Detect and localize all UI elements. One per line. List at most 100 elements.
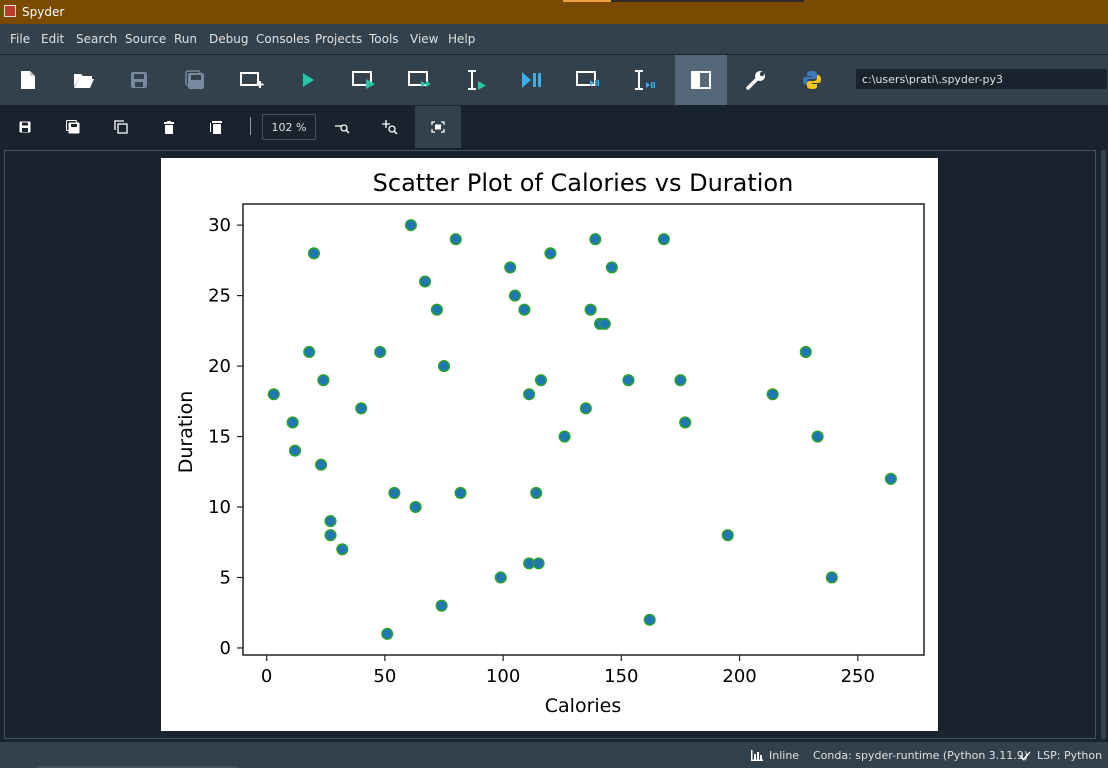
working-directory-field[interactable]: c:\users\prati\.spyder-py3 [855,68,1108,90]
data-point [355,402,368,415]
data-point [530,486,543,499]
open-file-button[interactable] [61,55,107,105]
run-cell-advance-button[interactable] [397,55,443,105]
titlebar-accent-dark [611,0,804,2]
lsp-status-label: LSP: Python [1037,749,1103,762]
wrench-icon [746,71,765,90]
run-cell-button[interactable] [341,55,387,105]
zoom-in-icon [382,120,398,135]
y-axis-label: Duration [175,391,197,474]
plot-figure[interactable]: Scatter Plot of Calories vs Duration Cal… [161,158,938,731]
y-tick-label: 0 [220,638,231,659]
zoom-out-icon [335,124,350,134]
remove-plot-button[interactable] [151,106,187,148]
data-point [324,515,337,528]
y-tick-label: 20 [208,356,231,377]
menu-search[interactable]: Search [76,32,118,46]
data-point [523,388,536,401]
y-tick-label: 15 [208,427,231,448]
save-all-plots-button[interactable] [55,106,91,148]
menu-source[interactable]: Source [125,32,167,46]
run-cell-advance-icon [408,71,431,87]
save-button[interactable] [116,55,162,105]
vertical-scrollbar[interactable] [1097,150,1108,739]
trash-all-icon [210,121,222,134]
debug-selection-button[interactable] [621,55,667,105]
y-tick-label: 30 [208,215,231,236]
scrollbar-track[interactable] [1101,150,1106,739]
main-toolbar: c:\users\prati\.spyder-py3 [0,55,1108,106]
data-point [307,247,320,260]
new-file-button[interactable] [5,55,51,105]
menu-view[interactable]: View [410,32,439,46]
toggle-pane-button[interactable] [675,55,727,105]
fit-plot-button[interactable] [415,106,461,148]
zoom-out-button[interactable] [324,106,360,148]
inline-status[interactable]: Inline [751,749,799,762]
menu-run[interactable]: Run [174,32,198,46]
x-axis-label: Calories [545,695,622,717]
run-button[interactable] [285,55,331,105]
debug-cell-button[interactable] [565,55,611,105]
debug-button[interactable] [509,55,555,105]
new-cell-icon [240,72,264,88]
zoom-in-button[interactable] [372,106,408,148]
data-point [324,529,337,542]
menu-debug[interactable]: Debug [209,32,249,46]
save-all-icon [185,70,204,89]
zoom-level-field[interactable]: 102 % [262,114,316,140]
new-cell-button[interactable] [229,55,275,105]
data-point [721,529,734,542]
debug-cell-icon [576,71,599,86]
python-path-button[interactable] [789,55,835,105]
data-point [532,557,545,570]
menu-bar: File Edit Search Source Run Debug Consol… [0,24,1108,55]
debug-selection-icon [635,70,655,90]
fit-to-pane-icon [431,121,445,133]
menu-tools[interactable]: Tools [369,32,399,46]
data-point [657,233,670,246]
data-point [558,430,571,443]
axis-ticks: 0 50 100 150 200 250 0 5 10 15 20 25 30 [208,215,875,687]
menu-file[interactable]: File [10,32,31,46]
data-point [534,374,547,387]
title-bar: Spyder [0,0,1108,24]
new-file-icon [21,71,35,89]
menu-consoles[interactable]: Consoles [256,32,310,46]
data-point [286,416,299,429]
menu-help[interactable]: Help [448,32,476,46]
data-point [430,303,443,316]
data-point [643,613,656,626]
save-icon [19,121,31,133]
window-title: Spyder [22,5,65,19]
save-plot-button[interactable] [7,106,43,148]
save-icon [131,72,147,88]
lsp-status[interactable]: LSP: Python [1019,749,1102,762]
menu-projects[interactable]: Projects [315,32,363,46]
data-point [419,275,432,288]
folder-open-icon [74,74,94,88]
data-point [589,233,602,246]
preferences-button[interactable] [733,55,779,105]
x-tick-label: 150 [604,666,638,687]
data-point [404,219,417,232]
remove-all-plots-button[interactable] [199,106,235,148]
x-tick-label: 50 [373,666,396,687]
axes-frame [242,203,925,656]
menu-edit[interactable]: Edit [41,32,65,46]
data-point [454,486,467,499]
save-all-button[interactable] [172,55,218,105]
data-point [674,374,687,387]
data-point [508,289,521,302]
data-point [579,402,592,415]
data-point [303,345,316,359]
data-point [336,543,349,556]
data-point [825,571,838,584]
trash-icon [164,120,174,134]
scatter-chart: Scatter Plot of Calories vs Duration Cal… [175,169,925,717]
conda-status[interactable]: Conda: spyder-runtime (Python 3.11.9) [813,749,1028,762]
copy-plot-button[interactable] [103,106,139,148]
data-point [374,345,387,359]
data-point [435,599,448,612]
run-selection-button[interactable] [453,55,499,105]
